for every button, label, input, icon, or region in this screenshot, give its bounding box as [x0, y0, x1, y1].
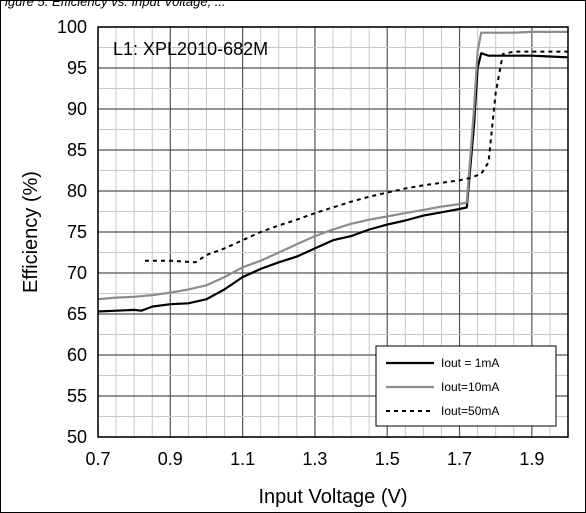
grid: [97, 26, 569, 438]
x-tick-label: 1.3: [302, 449, 327, 469]
y-tick-label: 95: [67, 58, 87, 78]
x-tick-label: 1.1: [230, 449, 255, 469]
y-tick-label: 80: [67, 181, 87, 201]
x-axis-title: Input Voltage (V): [259, 486, 408, 508]
series-line-3: [145, 50, 568, 264]
legend: Iout = 1mA Iout=10mA Iout=50mA: [375, 345, 557, 427]
y-tick-label: 85: [67, 140, 87, 160]
x-tick-label: 0.9: [158, 449, 183, 469]
y-tick-label: 90: [67, 99, 87, 119]
series-layer: [97, 30, 569, 313]
x-tick-label: 1.7: [447, 449, 472, 469]
y-tick-label: 75: [67, 222, 87, 242]
figure-caption: igure 5. Efficiency vs. Input Voltage, .…: [5, 0, 226, 9]
legend-label: Iout = 1mA: [441, 356, 499, 370]
y-tick-label: 70: [67, 263, 87, 283]
y-tick-label: 50: [67, 427, 87, 447]
series-line-2: [97, 30, 568, 301]
legend-label: Iout=10mA: [441, 380, 499, 394]
legend-label: Iout=50mA: [441, 404, 499, 418]
plot-border: [97, 26, 569, 438]
x-tick-label: 1.5: [375, 449, 400, 469]
y-axis-title: Efficiency (%): [20, 171, 42, 293]
inductor-annotation: L1: XPL2010-682M: [113, 39, 268, 59]
y-tick-label: 60: [67, 345, 87, 365]
y-tick-label: 65: [67, 304, 87, 324]
x-tick-label: 0.7: [85, 449, 110, 469]
axes: 0.7 0.9 1.1 1.3 1.5 1.7 1.9 50 55 60 65 70 75 80 85 90 9…: [57, 17, 569, 469]
y-tick-label: 100: [57, 17, 87, 37]
y-tick-label: 55: [67, 386, 87, 406]
series-line-1: [97, 52, 569, 313]
x-tick-label: 1.9: [519, 449, 544, 469]
